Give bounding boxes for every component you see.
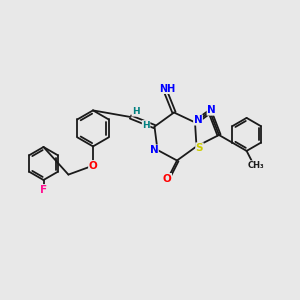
Text: H: H — [142, 121, 150, 130]
Text: F: F — [40, 184, 47, 195]
Text: N: N — [207, 105, 216, 115]
Text: NH: NH — [159, 83, 175, 94]
Text: H: H — [132, 107, 140, 116]
Text: S: S — [196, 143, 203, 153]
Text: CH₃: CH₃ — [247, 161, 264, 170]
Text: O: O — [163, 173, 172, 184]
Text: N: N — [149, 145, 158, 155]
Text: N: N — [194, 115, 202, 125]
Text: O: O — [88, 160, 98, 171]
